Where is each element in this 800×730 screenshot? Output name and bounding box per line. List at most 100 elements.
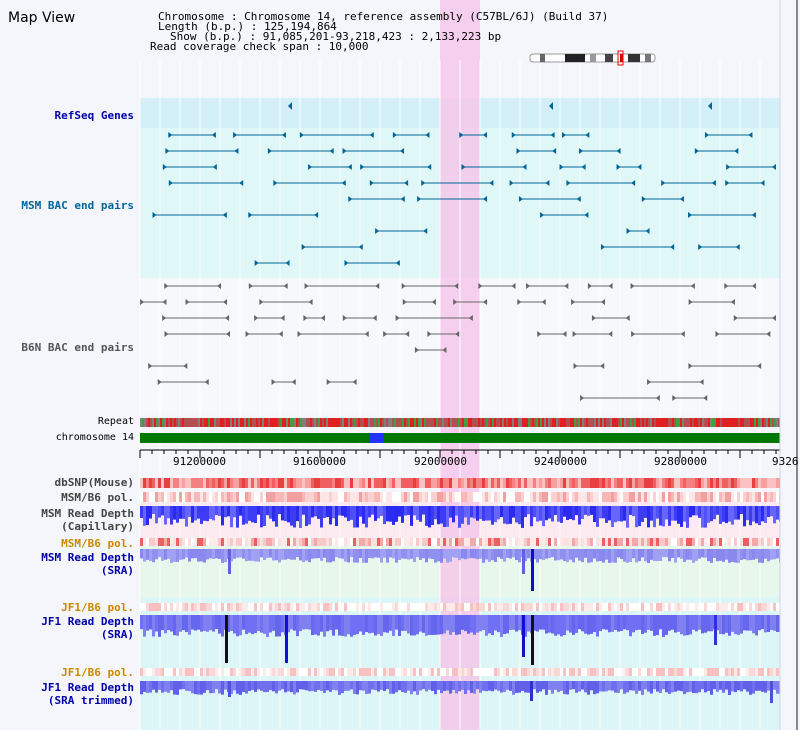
heat-cell <box>635 603 638 611</box>
track-label-jf1-depth-sra-sub: (SRA) <box>100 628 134 641</box>
repeat-segment <box>672 418 674 427</box>
repeat-segment <box>642 418 644 427</box>
heat-cell <box>446 492 449 502</box>
heat-cell <box>140 492 143 502</box>
feature-arrow <box>630 283 635 289</box>
heat-cell <box>695 538 698 546</box>
heat-cell <box>284 603 287 611</box>
feature-arrow <box>704 132 709 138</box>
depth-bar <box>326 615 329 632</box>
repeat-segment <box>170 418 172 427</box>
heat-cell <box>152 538 155 546</box>
depth-bar <box>764 681 767 693</box>
heat-cell <box>302 603 305 611</box>
depth-bar <box>173 615 176 636</box>
depth-bar <box>629 615 632 637</box>
heat-cell <box>371 538 374 546</box>
depth-bar <box>347 615 350 635</box>
chromosome-bar <box>140 433 780 443</box>
depth-bar <box>761 549 764 563</box>
depth-bar <box>725 549 728 560</box>
heat-cell <box>758 538 761 546</box>
repeat-segment <box>716 418 718 427</box>
depth-bar <box>440 681 443 694</box>
heat-cell <box>338 538 341 546</box>
heat-cell <box>737 478 740 488</box>
repeat-segment <box>650 418 652 427</box>
heat-cell <box>434 668 437 676</box>
heat-cell <box>431 478 434 488</box>
heat-cell <box>542 668 545 676</box>
feature-arrow <box>626 228 631 234</box>
heat-cell <box>308 492 311 502</box>
heat-cell <box>731 668 734 676</box>
heat-cell <box>440 538 443 546</box>
heat-cell <box>455 538 458 546</box>
heat-cell <box>380 538 383 546</box>
depth-bar <box>257 681 260 690</box>
depth-bar <box>467 615 470 634</box>
depth-bar <box>605 681 608 692</box>
depth-bar <box>464 681 467 695</box>
depth-bar <box>674 615 677 633</box>
feature-arrow <box>326 379 331 385</box>
depth-bar <box>623 681 626 694</box>
depth-bar <box>737 681 740 691</box>
repeat-segment <box>684 418 686 427</box>
depth-bar <box>263 615 266 634</box>
heat-cell <box>413 478 416 488</box>
repeat-segment <box>676 418 678 427</box>
depth-bar <box>683 681 686 695</box>
heat-cell <box>605 478 608 488</box>
track-label-chromosome: chromosome 14 <box>55 432 134 443</box>
heat-cell <box>164 492 167 502</box>
depth-bar <box>647 615 650 630</box>
depth-bar <box>185 549 188 558</box>
depth-bar <box>161 681 164 693</box>
heat-cell <box>692 478 695 488</box>
repeat-segment <box>258 418 260 427</box>
ideogram-band <box>565 54 585 62</box>
track-label-jf1-depth-sra: JF1 Read Depth <box>41 615 134 628</box>
heat-cell <box>725 492 728 502</box>
depth-bar <box>461 506 464 524</box>
heat-cell <box>641 668 644 676</box>
heat-cell <box>506 668 509 676</box>
depth-bar <box>335 615 338 630</box>
heat-cell <box>239 603 242 611</box>
feature-arrow <box>360 164 365 170</box>
heat-cell <box>605 538 608 546</box>
repeat-segment <box>666 418 668 427</box>
repeat-segment <box>746 418 748 427</box>
heat-cell <box>332 538 335 546</box>
depth-bar <box>722 615 725 635</box>
depth-bar <box>641 681 644 695</box>
depth-bar <box>488 681 491 691</box>
feature-arrow <box>483 299 488 305</box>
heat-cell <box>617 603 620 611</box>
info-show: Show (b.p.) : 91,085,201-93,218,423 : 2,… <box>170 30 502 43</box>
heat-cell <box>212 492 215 502</box>
repeat-segment <box>206 418 208 427</box>
heat-cell <box>431 668 434 676</box>
heat-cell <box>140 668 143 676</box>
heat-cell <box>233 668 236 676</box>
feature-arrow <box>478 283 483 289</box>
depth-bar <box>323 615 326 637</box>
depth-bar <box>605 615 608 630</box>
depth-bar <box>623 615 626 630</box>
heat-cell <box>665 492 668 502</box>
heat-cell <box>323 538 326 546</box>
depth-bar <box>395 549 398 563</box>
repeat-segment <box>180 418 182 427</box>
depth-bar <box>746 549 749 561</box>
repeat-segment <box>178 418 180 427</box>
repeat-segment <box>614 418 616 427</box>
depth-bar <box>704 681 707 693</box>
feature-arrow <box>417 196 422 202</box>
heat-cell <box>302 478 305 488</box>
heat-cell <box>518 478 521 488</box>
depth-bar <box>710 506 713 522</box>
